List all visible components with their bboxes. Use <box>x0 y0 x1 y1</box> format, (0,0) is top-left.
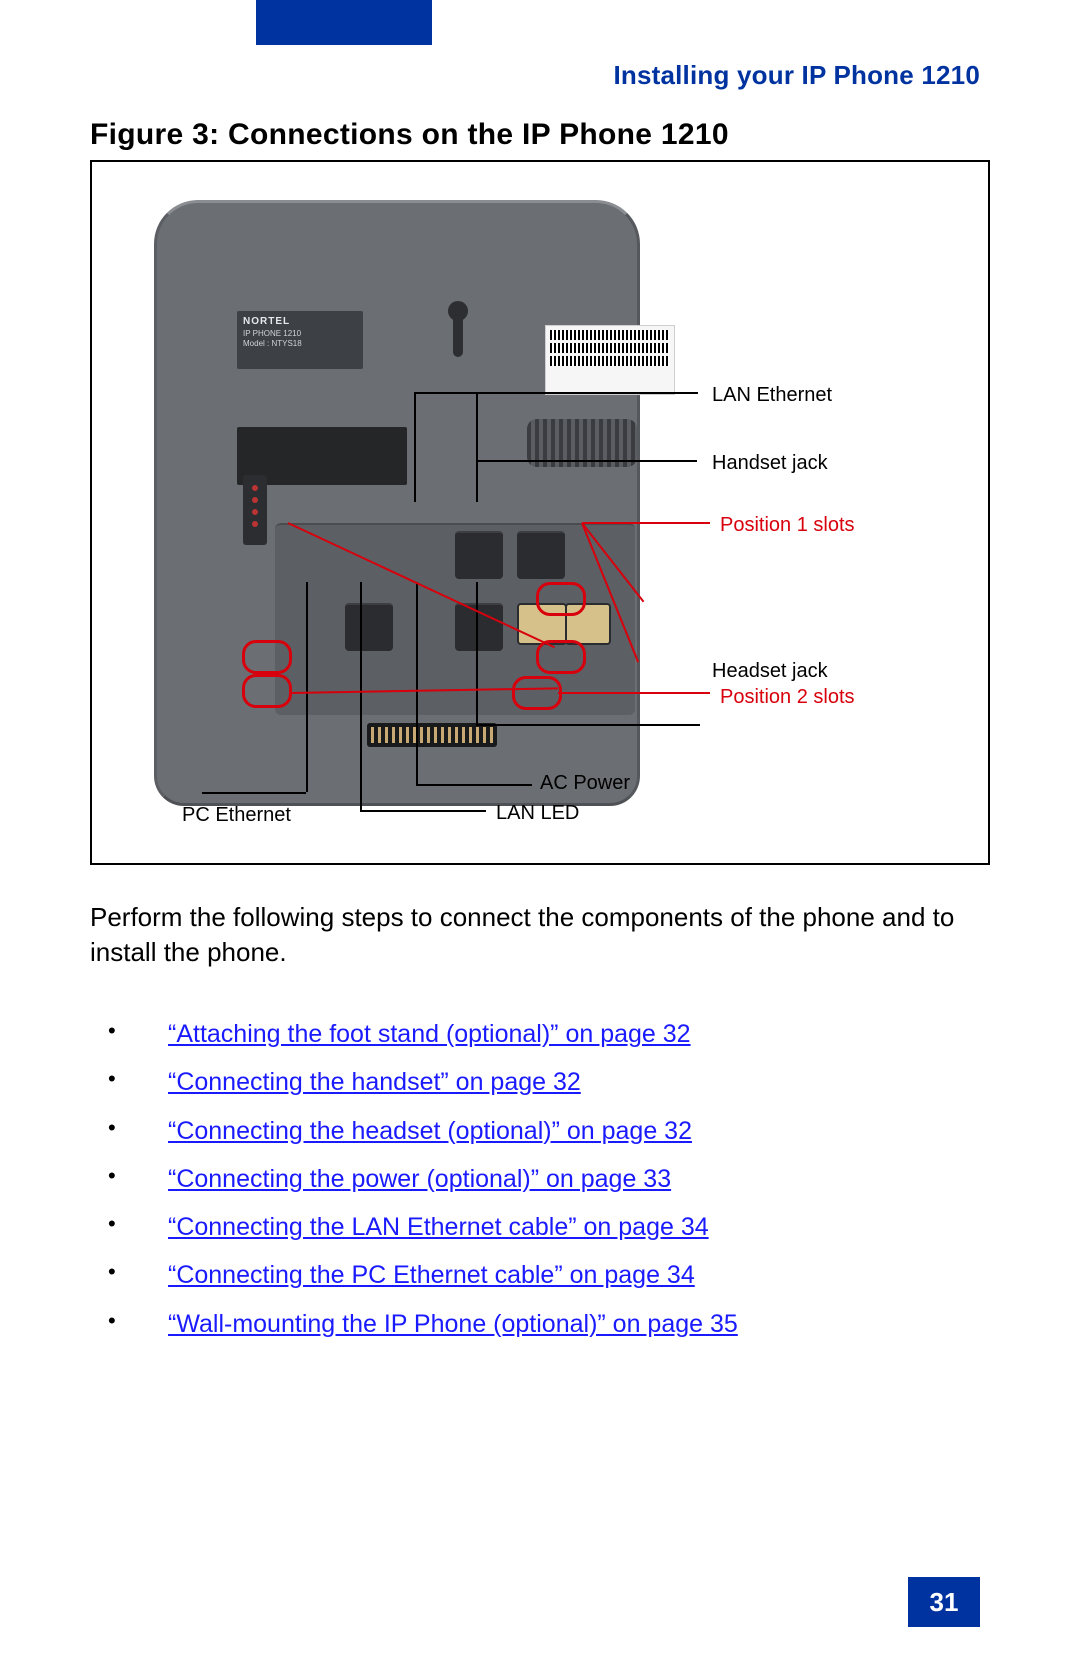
bullet-icon: • <box>90 1161 168 1192</box>
cross-ref-link[interactable]: “Attaching the foot stand (optional)” on… <box>168 1016 691 1052</box>
callout-lan-led: LAN LED <box>496 802 579 825</box>
phone-body: NORTEL IP PHONE 1210 Model : NTYS18 <box>154 200 640 806</box>
figure-frame: NORTEL IP PHONE 1210 Model : NTYS18 <box>90 160 990 865</box>
callout-pc-ethernet: PC Ethernet <box>182 804 291 827</box>
device-id-label: NORTEL IP PHONE 1210 Model : NTYS18 <box>237 311 363 369</box>
port-area <box>275 523 635 715</box>
leader-line <box>696 392 698 394</box>
document-page: Installing your IP Phone 1210 Figure 3: … <box>0 0 1080 1669</box>
callout-headset-jack: Headset jack <box>712 660 828 683</box>
cross-ref-link[interactable]: “Connecting the handset” on page 32 <box>168 1064 581 1100</box>
leader-line-red <box>582 522 710 524</box>
cross-ref-link[interactable]: “Connecting the headset (optional)” on p… <box>168 1113 692 1149</box>
bullet-icon: • <box>90 1257 168 1288</box>
list-item: • “Connecting the PC Ethernet cable” on … <box>90 1251 970 1299</box>
leader-line <box>360 810 486 812</box>
page-number: 31 <box>908 1577 980 1627</box>
figure-caption: Figure 3: Connections on the IP Phone 12… <box>90 118 729 152</box>
cross-ref-link[interactable]: “Connecting the LAN Ethernet cable” on p… <box>168 1209 709 1245</box>
leader-line <box>476 582 478 724</box>
leader-line <box>202 792 306 794</box>
leader-line <box>416 784 532 786</box>
position1-slot <box>242 640 292 674</box>
list-item: • “Connecting the headset (optional)” on… <box>90 1107 970 1155</box>
list-item: • “Connecting the power (optional)” on p… <box>90 1155 970 1203</box>
running-header: Installing your IP Phone 1210 <box>613 60 980 91</box>
handset-port <box>517 531 565 579</box>
list-item: • “Wall-mounting the IP Phone (optional)… <box>90 1300 970 1348</box>
decorative-tab <box>256 0 432 45</box>
cross-ref-link[interactable]: “Connecting the PC Ethernet cable” on pa… <box>168 1257 695 1293</box>
leader-line <box>476 392 478 502</box>
callout-lan-ethernet: LAN Ethernet <box>712 384 832 407</box>
pc-ethernet-port <box>345 603 393 651</box>
callout-ac-power: AC Power <box>540 772 630 795</box>
device-line2: Model : NTYS18 <box>243 339 357 349</box>
list-item: • “Attaching the foot stand (optional)” … <box>90 1010 970 1058</box>
cross-reference-list: • “Attaching the foot stand (optional)” … <box>90 1010 970 1348</box>
brand-text: NORTEL <box>243 316 357 329</box>
position2-slot <box>242 674 292 708</box>
phone-diagram: NORTEL IP PHONE 1210 Model : NTYS18 <box>92 162 988 863</box>
barcode-sticker <box>545 325 675 395</box>
leader-line-red <box>558 692 710 694</box>
leader-line <box>476 724 700 726</box>
leader-line <box>477 460 697 462</box>
position2-slot <box>512 676 562 710</box>
bullet-icon: • <box>90 1113 168 1144</box>
cross-ref-link[interactable]: “Wall-mounting the IP Phone (optional)” … <box>168 1306 738 1342</box>
bullet-icon: • <box>90 1064 168 1095</box>
leader-line <box>360 582 362 810</box>
wallmount-keyhole <box>453 309 463 357</box>
leader-line <box>415 392 697 394</box>
position1-slot <box>536 582 586 616</box>
position1-slot <box>536 640 586 674</box>
device-line1: IP PHONE 1210 <box>243 329 357 339</box>
callout-position2-slots: Position 2 slots <box>720 686 855 709</box>
leader-line <box>306 582 308 792</box>
lan-ethernet-port <box>455 531 503 579</box>
intro-paragraph: Perform the following steps to connect t… <box>90 900 986 970</box>
connector-strip <box>243 475 267 545</box>
list-item: • “Connecting the LAN Ethernet cable” on… <box>90 1203 970 1251</box>
leader-line <box>414 392 416 502</box>
list-item: • “Connecting the handset” on page 32 <box>90 1058 970 1106</box>
leader-line <box>416 582 418 784</box>
bullet-icon: • <box>90 1016 168 1047</box>
callout-position1-slots: Position 1 slots <box>720 514 855 537</box>
cross-ref-link[interactable]: “Connecting the power (optional)” on pag… <box>168 1161 671 1197</box>
callout-handset-jack: Handset jack <box>712 452 828 475</box>
expansion-header <box>367 723 497 747</box>
bullet-icon: • <box>90 1209 168 1240</box>
bullet-icon: • <box>90 1306 168 1337</box>
